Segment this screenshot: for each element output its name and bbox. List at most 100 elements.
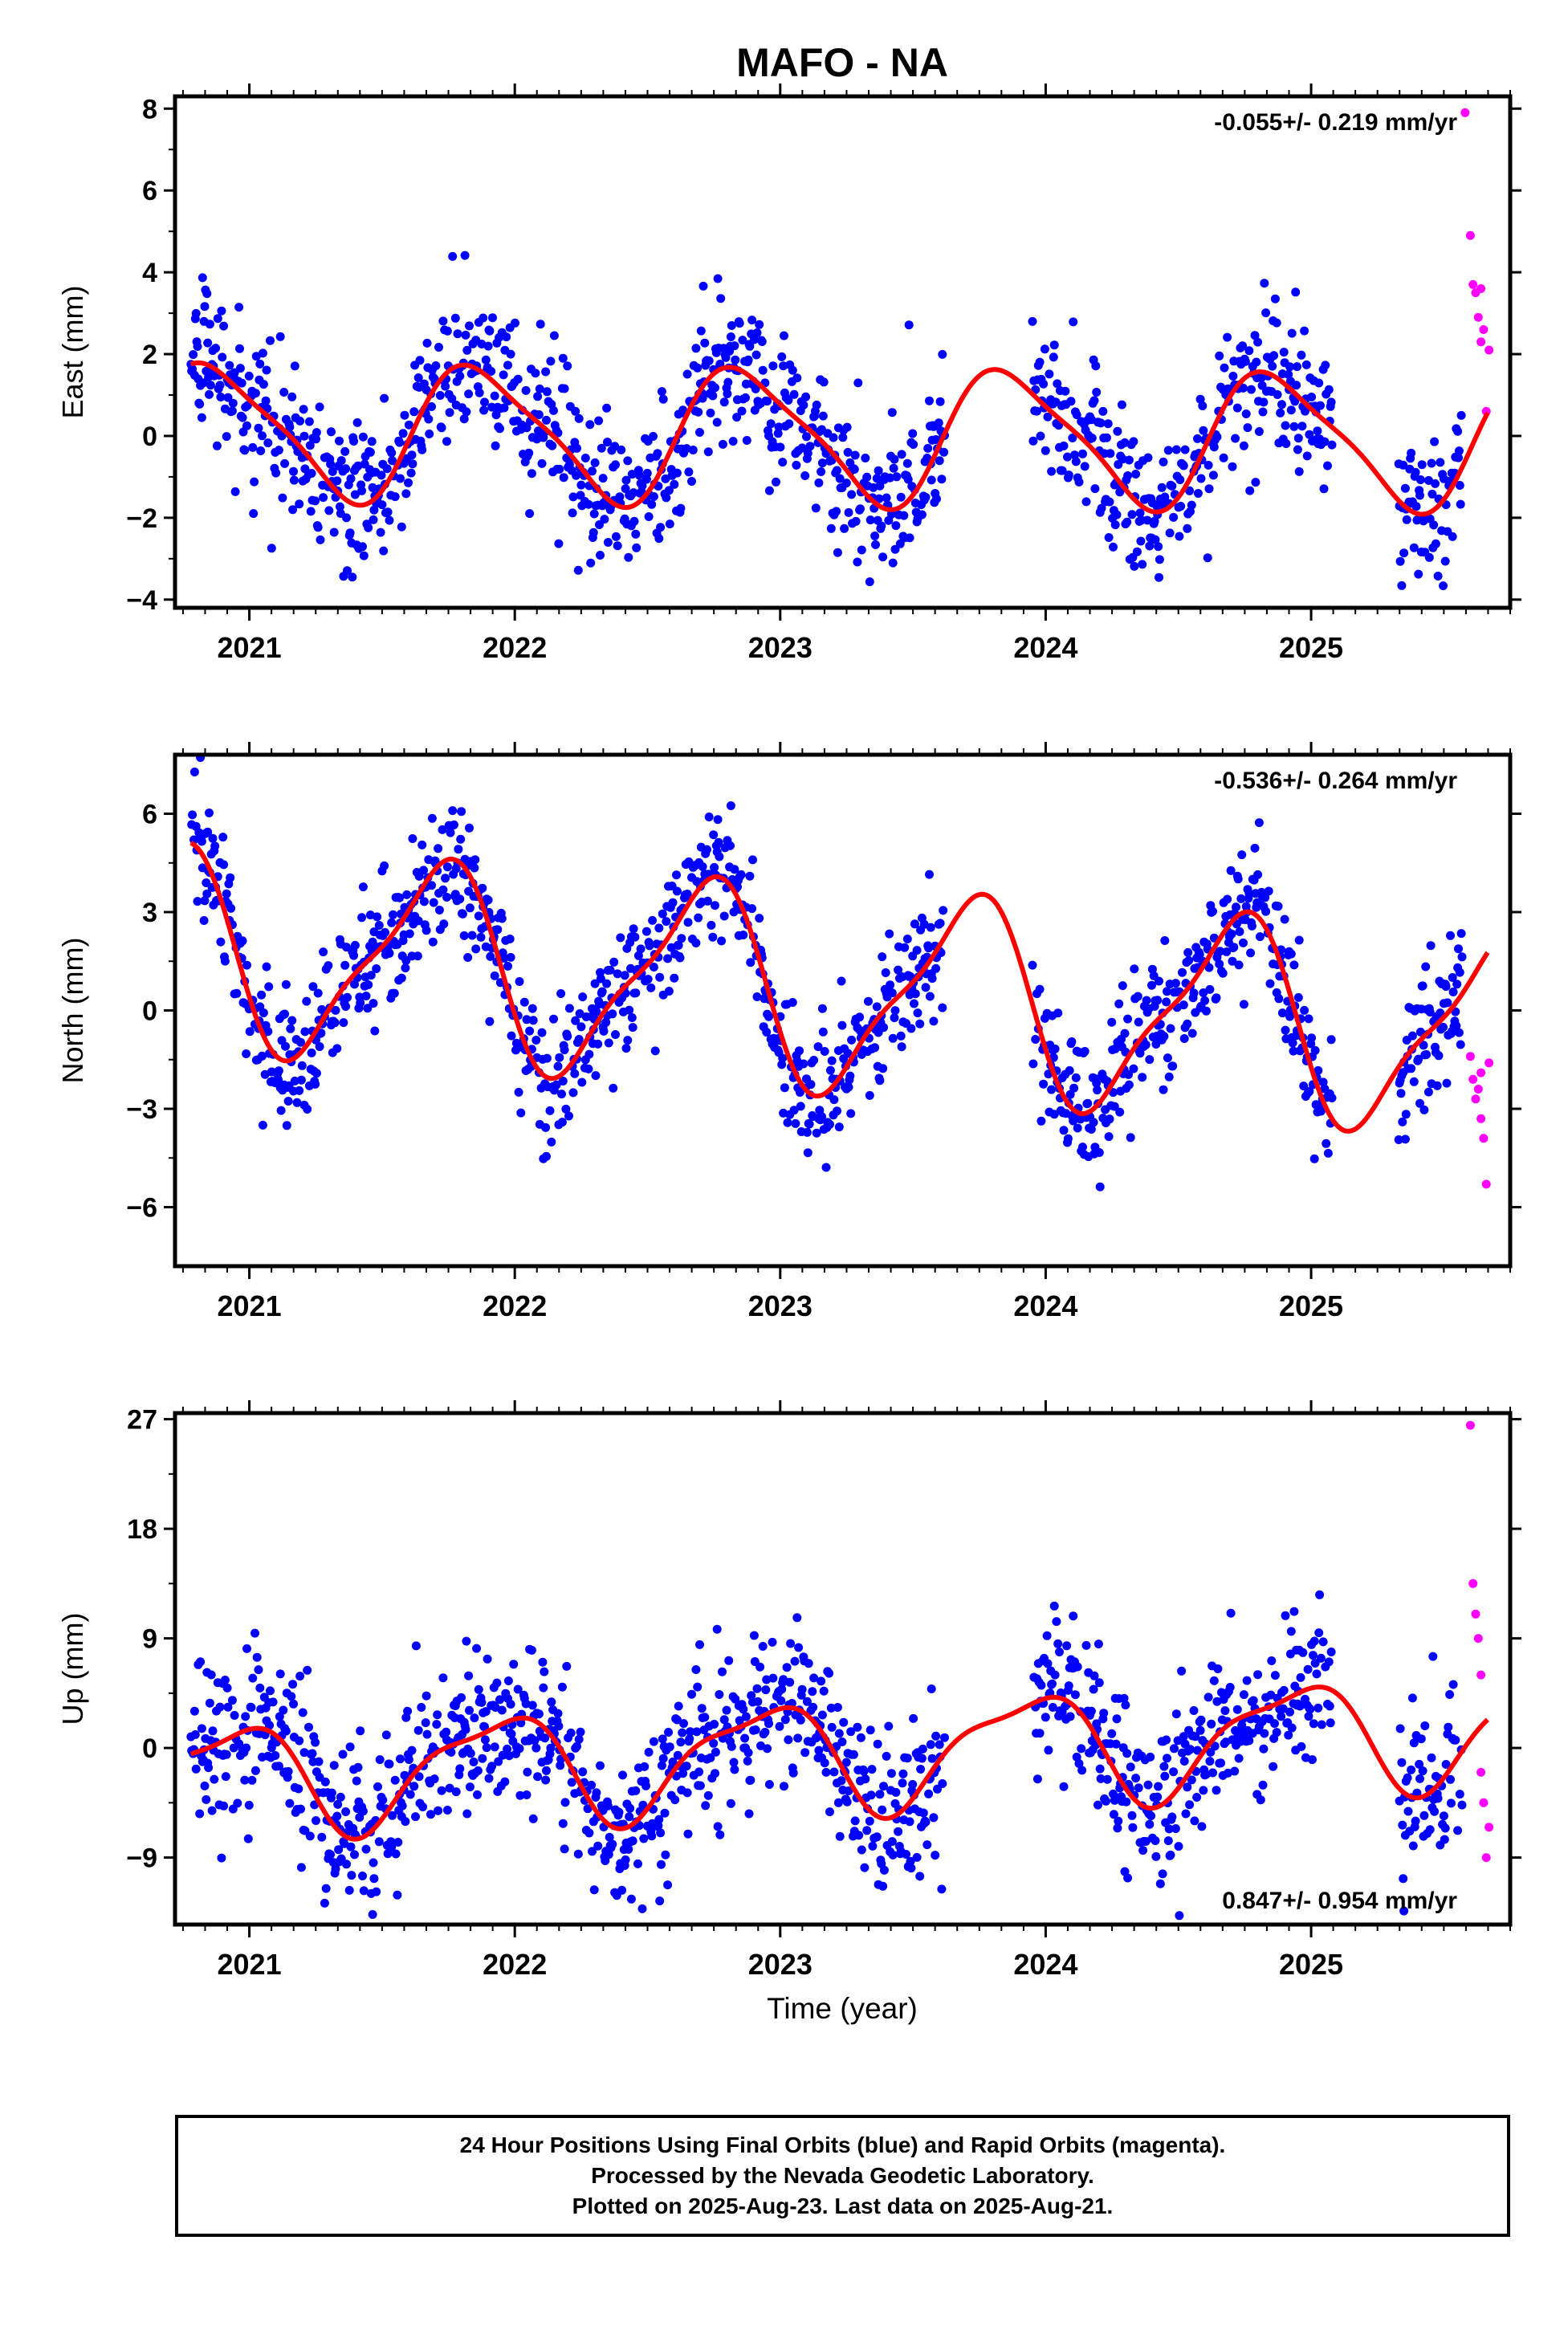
final-orbit-point — [465, 321, 474, 331]
final-orbit-point — [527, 1701, 537, 1710]
final-orbit-point — [879, 1023, 888, 1033]
final-orbit-point — [658, 394, 668, 404]
final-orbit-point — [814, 1745, 824, 1755]
final-orbit-point — [695, 1640, 704, 1649]
final-orbit-point — [264, 982, 274, 992]
final-orbit-point — [200, 896, 210, 906]
rapid-orbit-point — [1481, 1179, 1491, 1189]
final-orbit-point — [1179, 461, 1188, 470]
final-orbit-point — [1305, 1086, 1314, 1096]
final-orbit-point — [414, 1772, 424, 1782]
final-orbit-point — [1272, 318, 1281, 328]
final-orbit-point — [1124, 455, 1134, 465]
final-orbit-point — [1047, 466, 1057, 476]
final-orbit-point — [370, 1026, 380, 1036]
final-orbit-point — [430, 1774, 439, 1784]
final-orbit-point — [271, 1751, 280, 1760]
final-orbit-point — [886, 473, 895, 483]
final-orbit-point — [1114, 1816, 1123, 1826]
final-orbit-point — [1425, 1008, 1435, 1017]
final-orbit-point — [625, 1812, 634, 1822]
final-orbit-point — [1043, 1659, 1053, 1668]
final-orbit-point — [799, 401, 808, 409]
final-orbit-point — [578, 1767, 588, 1777]
final-orbit-point — [574, 1734, 584, 1744]
final-orbit-point — [1419, 1105, 1429, 1114]
final-orbit-point — [1309, 1154, 1319, 1163]
final-orbit-point — [747, 904, 757, 914]
final-orbit-point — [708, 391, 718, 401]
final-orbit-point — [772, 477, 780, 487]
final-orbit-point — [593, 1039, 603, 1049]
final-orbit-point — [1195, 394, 1205, 404]
final-orbit-point — [541, 367, 551, 377]
final-orbit-point — [662, 493, 671, 503]
final-orbit-point — [1083, 1098, 1093, 1108]
final-orbit-point — [1185, 1800, 1195, 1810]
final-orbit-point — [1052, 1617, 1061, 1627]
final-orbit-point — [1045, 369, 1054, 379]
final-orbit-point — [1224, 384, 1232, 393]
final-orbit-point — [624, 552, 633, 562]
final-orbit-point — [703, 447, 713, 457]
final-orbit-point — [373, 912, 382, 922]
final-orbit-point — [1399, 460, 1408, 470]
y-tick-label: −4 — [126, 585, 157, 616]
final-orbit-point — [825, 1668, 834, 1678]
final-orbit-point — [258, 431, 267, 441]
final-orbit-point — [1454, 446, 1464, 456]
final-orbit-point — [388, 1811, 397, 1820]
final-orbit-point — [939, 447, 949, 457]
final-orbit-point — [611, 1030, 620, 1039]
final-orbit-point — [908, 429, 918, 438]
final-orbit-point — [343, 566, 352, 576]
final-orbit-point — [1397, 580, 1407, 590]
final-orbit-point — [503, 961, 512, 971]
final-orbit-point — [1183, 523, 1192, 533]
final-orbit-point — [1036, 431, 1045, 441]
final-orbit-point — [664, 987, 674, 996]
final-orbit-point — [1304, 1712, 1313, 1721]
final-orbit-point — [222, 1750, 231, 1759]
final-orbit-point — [515, 1790, 525, 1800]
final-orbit-point — [1436, 458, 1445, 467]
final-orbit-point — [594, 416, 604, 426]
final-orbit-point — [241, 1712, 250, 1721]
final-orbit-point — [793, 1733, 803, 1743]
final-orbit-point — [1143, 453, 1153, 462]
final-orbit-point — [1293, 445, 1302, 454]
final-orbit-point — [1105, 497, 1114, 507]
final-orbit-point — [806, 1080, 816, 1090]
final-orbit-point — [877, 521, 886, 531]
final-orbit-point — [1324, 385, 1334, 394]
final-orbit-point — [1086, 1706, 1096, 1716]
final-orbit-point — [398, 429, 408, 438]
final-orbit-point — [1455, 967, 1464, 977]
final-orbit-point — [1195, 950, 1204, 959]
final-orbit-point — [878, 1064, 888, 1073]
final-orbit-point — [462, 345, 472, 355]
final-orbit-point — [890, 1013, 899, 1023]
final-orbit-point — [250, 1766, 260, 1775]
final-orbit-point — [258, 1120, 267, 1130]
final-orbit-point — [1094, 1800, 1102, 1810]
final-orbit-point — [1154, 542, 1163, 552]
final-orbit-point — [466, 1749, 475, 1758]
final-orbit-point — [724, 1656, 734, 1665]
final-orbit-point — [442, 326, 452, 336]
final-orbit-point — [790, 1656, 800, 1666]
final-orbit-point — [710, 1720, 719, 1729]
final-orbit-point — [1298, 1648, 1308, 1657]
final-orbit-point — [835, 1831, 845, 1841]
final-orbit-point — [1039, 379, 1049, 389]
final-orbit-point — [506, 952, 515, 962]
final-orbit-point — [335, 436, 344, 446]
final-orbit-point — [402, 890, 412, 899]
final-orbit-point — [633, 1859, 642, 1868]
final-orbit-point — [380, 393, 389, 403]
final-orbit-point — [865, 1725, 875, 1735]
final-orbit-point — [401, 489, 411, 499]
final-orbit-point — [558, 353, 568, 363]
final-orbit-point — [527, 1645, 536, 1655]
final-orbit-point — [223, 1702, 233, 1712]
